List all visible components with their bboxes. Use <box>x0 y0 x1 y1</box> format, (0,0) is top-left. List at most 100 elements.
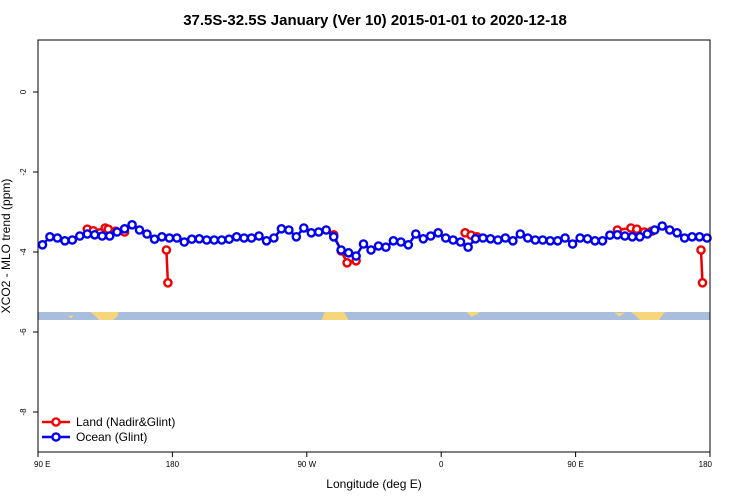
land-patch-0 <box>61 312 77 319</box>
legend-marker <box>51 432 61 442</box>
ocean-series-point <box>373 241 384 251</box>
ocean-series-point <box>403 239 414 250</box>
ocean-series-point <box>291 231 302 242</box>
ocean-series-point <box>328 231 339 242</box>
ocean-series-point <box>246 233 257 243</box>
ocean-series-point <box>410 229 421 239</box>
x-tick-label: 180 <box>166 460 180 469</box>
ocean-series-point <box>343 247 354 258</box>
ocean-series-point <box>582 233 593 244</box>
ocean-series-point <box>142 229 152 239</box>
land-series-segment-1-point <box>161 245 172 255</box>
ocean-series-point <box>694 231 705 242</box>
ocean-series-point <box>612 229 623 240</box>
ocean-series-point <box>515 229 526 239</box>
x-tick-label: 90 E <box>567 460 583 469</box>
ocean-series-point <box>216 235 227 245</box>
ocean-series-point <box>433 227 444 238</box>
ocean-series-point <box>478 233 488 243</box>
ocean-series-point <box>119 223 130 234</box>
ocean-series-point <box>164 233 175 243</box>
ocean-series-point <box>45 231 55 242</box>
ocean-series-point <box>627 231 638 242</box>
ocean-series-point <box>336 245 346 255</box>
ocean-series-point <box>396 237 406 247</box>
ocean-series-point <box>89 229 100 240</box>
series-layer <box>37 219 712 288</box>
ocean-series-point <box>560 233 570 243</box>
x-axis: 90 E 180 90 W 0 90 E 180 <box>34 452 713 469</box>
ocean-band <box>38 312 710 320</box>
ocean-series-point <box>597 235 608 246</box>
ocean-series-point <box>388 235 399 246</box>
y-axis-label: XCO2 - MLO trend (ppm) <box>0 179 13 314</box>
ocean-series-point <box>172 233 182 243</box>
land-series-segment-1-line <box>165 249 170 283</box>
land-patch-4 <box>614 312 625 317</box>
ocean-series-point <box>224 234 234 244</box>
ocean-series-point <box>313 227 324 237</box>
land-series-segment-4-point <box>632 224 642 234</box>
ocean-series-point <box>523 233 533 243</box>
ocean-series-point <box>37 239 48 250</box>
ocean-series-point <box>679 233 690 243</box>
ocean-series-point <box>485 233 496 244</box>
ocean-series-point <box>702 233 712 243</box>
x-axis-label: Longitude (deg E) <box>326 477 421 491</box>
ocean-series-point <box>298 223 309 233</box>
land-series-segment-1-point <box>163 277 173 288</box>
ocean-series-point <box>104 231 115 241</box>
land-ocean-band <box>38 312 710 320</box>
land-series-segment-5-point <box>696 245 706 255</box>
x-tick-label: 90 E <box>34 460 50 469</box>
ocean-series-point <box>381 242 391 252</box>
ocean-series-point <box>575 233 585 243</box>
ocean-series-point <box>201 235 212 245</box>
ocean-series-point <box>209 235 219 245</box>
legend-marker <box>51 417 61 427</box>
ocean-series-point <box>657 221 668 231</box>
ocean-series-point <box>52 233 63 243</box>
y-tick-label: -2 <box>19 168 28 176</box>
ocean-series-point <box>672 227 682 238</box>
ocean-series-point <box>67 235 78 245</box>
ocean-series-point <box>620 231 630 241</box>
ocean-series-point <box>642 229 653 239</box>
ocean-series-point <box>500 233 511 243</box>
land-patch-1 <box>90 312 119 320</box>
ocean-series-point <box>649 225 660 235</box>
ocean-series-point <box>127 219 137 230</box>
y-tick-label: -4 <box>19 248 28 256</box>
ocean-series-point <box>530 235 541 245</box>
ocean-series-point <box>306 227 317 238</box>
ocean-series-point <box>635 231 645 242</box>
ocean-series-point <box>687 231 697 242</box>
ocean-series-point <box>448 235 458 245</box>
ocean-series-point <box>231 231 242 242</box>
ocean-series-point <box>194 233 205 244</box>
land-series-segment-2-point <box>342 257 352 268</box>
ocean-series-point <box>493 235 503 245</box>
land-patch-2 <box>321 312 349 320</box>
plot-frame <box>37 39 711 453</box>
ocean-series-point <box>134 225 145 235</box>
ocean-series-point <box>463 242 473 252</box>
x-tick-label: 90 W <box>297 460 316 469</box>
ocean-series-point <box>97 231 107 241</box>
ocean-series-point <box>366 245 376 255</box>
ocean-series-point <box>590 235 600 246</box>
x-tick-label: 0 <box>439 460 444 469</box>
ocean-series-point <box>112 227 122 237</box>
legend-label: Ocean (Glint) <box>76 430 147 444</box>
ocean-series-point <box>537 235 548 245</box>
ocean-series-point <box>239 233 249 243</box>
land-series-segment-5-point <box>697 277 708 288</box>
ocean-series-point <box>179 237 190 247</box>
ocean-series-point <box>157 231 167 242</box>
ocean-series-point <box>605 230 615 240</box>
ocean-series-point <box>351 251 361 261</box>
y-tick-label: 0 <box>19 89 28 94</box>
land-patch-5 <box>630 312 666 320</box>
ocean-series-point <box>269 233 279 243</box>
ocean-series-point <box>545 235 556 246</box>
